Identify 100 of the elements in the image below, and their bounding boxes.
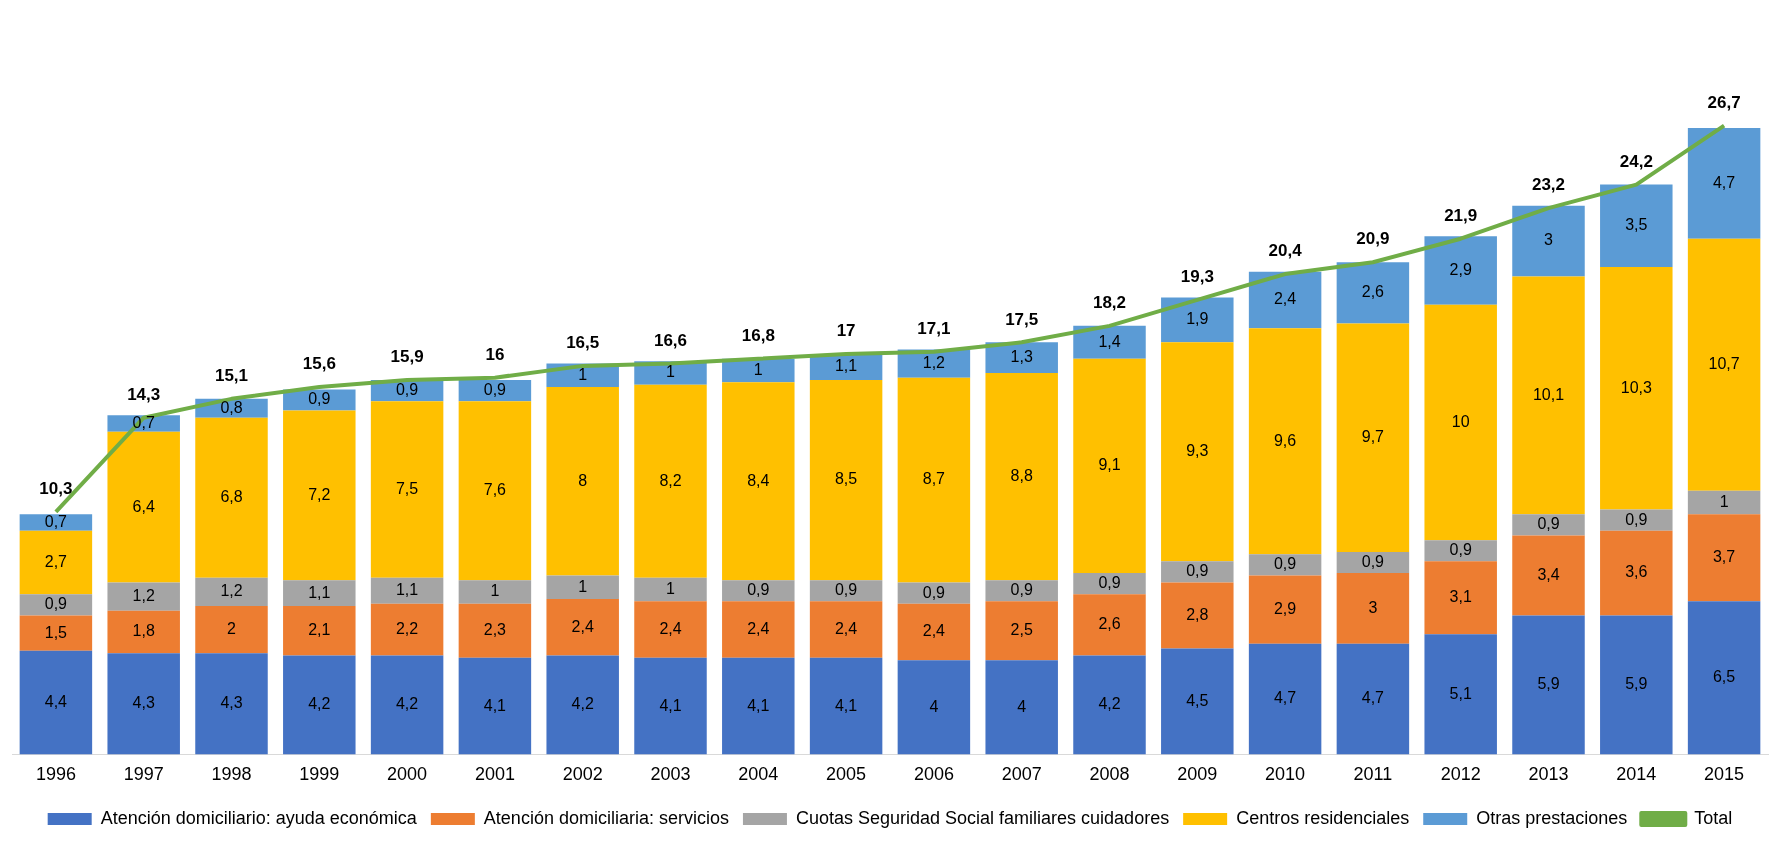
data-label: 3,5 [1625, 216, 1648, 234]
x-tick-label: 2015 [1704, 764, 1745, 785]
data-label: 4,2 [571, 695, 594, 713]
x-tick-label: 2010 [1265, 764, 1306, 785]
data-label: 10 [1451, 412, 1470, 430]
data-label: 2,6 [1098, 615, 1121, 633]
bar [107, 610, 180, 654]
data-label: 17 [836, 321, 856, 341]
bar [985, 580, 1058, 602]
legend-label: Total [1694, 807, 1733, 828]
data-label: 2,1 [308, 621, 331, 639]
bar [1512, 205, 1585, 277]
bar [370, 655, 444, 755]
x-tick-label: 1997 [123, 764, 164, 785]
data-label: 20,9 [1356, 229, 1390, 249]
bar [546, 575, 619, 599]
data-label: 26,7 [1707, 92, 1741, 112]
x-tick-label: 2005 [826, 764, 867, 785]
bar [19, 530, 93, 595]
x-tick-label: 2014 [1616, 764, 1657, 785]
data-label: 0,9 [747, 581, 770, 599]
data-label: 1,8 [132, 622, 155, 640]
data-label: 2,8 [1186, 605, 1209, 623]
data-label: 1,9 [1186, 310, 1209, 328]
x-tick-label: 2002 [562, 764, 603, 785]
bar [809, 657, 883, 755]
data-label: 4,3 [220, 694, 243, 712]
data-label: 1,2 [922, 353, 946, 371]
bar [897, 377, 971, 583]
data-label: 3 [1544, 231, 1554, 249]
data-label: 1,1 [395, 581, 419, 599]
data-label: 8,7 [922, 470, 946, 488]
bar [1161, 342, 1234, 562]
x-tick-label: 2011 [1353, 764, 1393, 785]
data-label: 2,4 [659, 620, 682, 638]
bar [1248, 575, 1322, 644]
data-label: 17,5 [1005, 309, 1039, 329]
bar [1161, 648, 1234, 755]
bar [195, 577, 268, 607]
bar [546, 598, 619, 656]
data-label: 2,5 [1010, 621, 1033, 639]
data-label: 1 [666, 579, 676, 597]
bar [985, 660, 1058, 755]
data-label: 8,8 [1010, 466, 1033, 484]
data-label: 16 [485, 344, 505, 364]
bar [283, 410, 356, 581]
data-label: 4,5 [1186, 691, 1209, 709]
bar [1600, 615, 1673, 755]
bar [634, 657, 707, 755]
data-label: 0,9 [922, 583, 946, 601]
data-label: 2,4 [571, 617, 594, 635]
bar [1424, 304, 1497, 541]
data-label: 0,9 [483, 381, 507, 399]
data-label: 6,8 [220, 488, 243, 506]
bar [1073, 358, 1146, 574]
bar [1600, 509, 1673, 531]
bar [283, 580, 356, 607]
data-label: 6,5 [1712, 668, 1736, 686]
bar [809, 601, 883, 658]
data-label: 8,4 [747, 471, 770, 489]
data-label: 0,9 [308, 390, 331, 408]
bar [634, 601, 707, 658]
data-label: 21,9 [1444, 205, 1478, 225]
data-label: 0,9 [1537, 515, 1560, 533]
data-label: 10,7 [1708, 355, 1740, 373]
bar [897, 660, 971, 755]
data-label: 10,3 [1620, 378, 1652, 396]
data-label: 3 [1368, 598, 1378, 616]
data-label: 4,1 [834, 696, 858, 714]
bar [458, 603, 532, 658]
data-label: 0,9 [1273, 555, 1297, 573]
data-label: 0,9 [1186, 562, 1209, 580]
data-label: 2,4 [747, 620, 770, 638]
bar [1512, 535, 1585, 616]
data-label: 16,6 [653, 330, 688, 350]
data-label: 16,8 [741, 326, 775, 345]
data-label: 4,7 [1361, 689, 1385, 707]
bar [1336, 323, 1410, 552]
bar [1336, 643, 1410, 755]
bar [195, 417, 268, 578]
bar [1073, 594, 1146, 656]
x-tick-label: 1996 [35, 764, 76, 785]
data-label: 1,2 [132, 587, 155, 605]
bar [1600, 266, 1673, 510]
data-label: 2,9 [1273, 599, 1297, 617]
bar [19, 514, 93, 531]
bar [1424, 561, 1497, 635]
x-tick-label: 1998 [211, 764, 252, 785]
bar [1336, 262, 1410, 324]
bar [195, 653, 268, 755]
bar [19, 615, 93, 651]
bar [1073, 573, 1146, 595]
data-label: 4,2 [308, 695, 331, 713]
legend-label: Atención domiciliaria: servicios [483, 807, 729, 828]
data-label: 7,6 [483, 481, 507, 499]
data-label: 1 [578, 365, 588, 383]
data-label: 1 [1719, 492, 1729, 510]
legend-label: Atención domiciliario: ayuda económica [100, 807, 418, 828]
bar [809, 380, 883, 581]
data-label: 4,7 [1273, 689, 1297, 707]
